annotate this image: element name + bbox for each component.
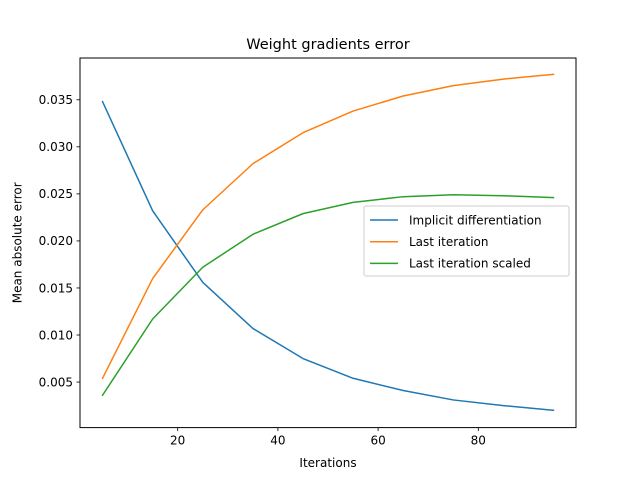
legend-label-3: Last iteration scaled [409, 257, 531, 271]
plot-frame [79, 57, 577, 429]
y-tick-label: 0.035 [39, 93, 73, 107]
legend-label-2: Last iteration [409, 235, 489, 249]
y-tick-label: 0.020 [39, 234, 73, 248]
legend-label-1: Implicit differentiation [409, 213, 542, 227]
y-axis-title: Mean absolute error [11, 182, 25, 303]
x-tick-label: 40 [270, 434, 285, 448]
series-line-2 [101, 73, 555, 380]
y-tick-label: 0.010 [39, 328, 73, 342]
x-axis-title: Iterations [299, 456, 356, 470]
series-layer [101, 73, 555, 412]
x-tick-label: 60 [370, 434, 385, 448]
series-line-3 [101, 194, 555, 397]
series-line-1 [101, 100, 555, 412]
y-tick-label: 0.015 [39, 281, 73, 295]
legend-box [363, 205, 570, 277]
chart-title: Weight gradients error [246, 37, 410, 53]
x-axis: 20 40 60 80 [170, 427, 486, 448]
y-tick-label: 0.005 [39, 375, 73, 389]
legend: Implicit differentiation Last iteration La… [363, 205, 570, 277]
y-axis: 0.005 0.010 0.015 0.020 0.025 0.030 0.035 [39, 93, 80, 389]
x-tick-label: 80 [471, 434, 486, 448]
x-tick-label: 20 [170, 434, 185, 448]
y-tick-label: 0.025 [39, 187, 73, 201]
y-tick-label: 0.030 [39, 140, 73, 154]
